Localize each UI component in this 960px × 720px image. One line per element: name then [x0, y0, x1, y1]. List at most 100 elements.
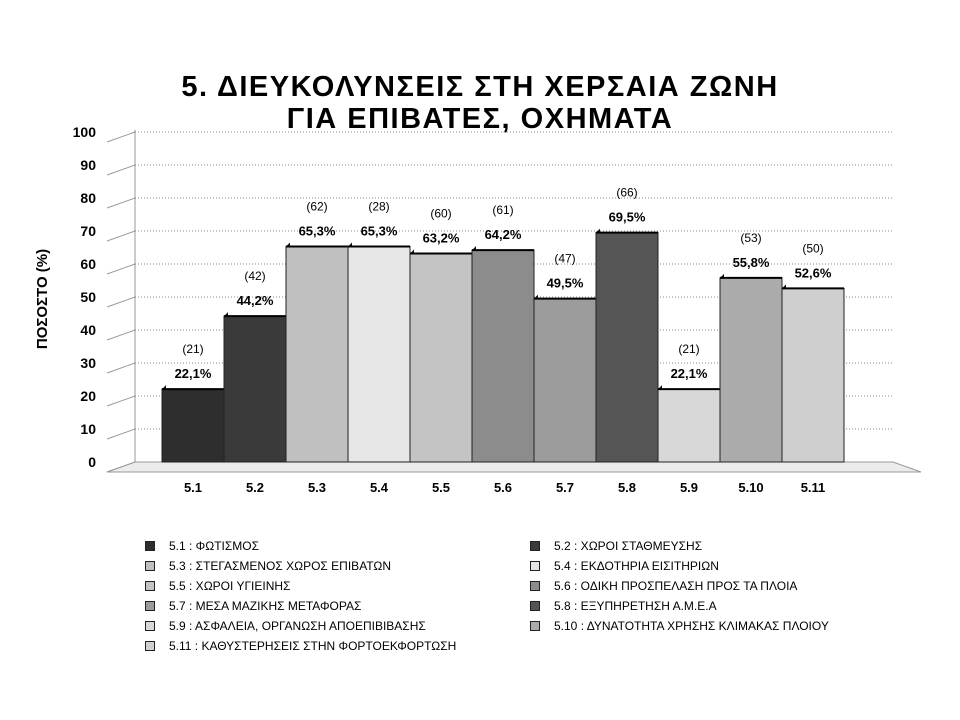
legend-label: 5.4 : ΕΚΔΟΤΗΡΙΑ ΕΙΣΙΤΗΡΙΩΝ	[554, 559, 719, 573]
count-label: (21)	[182, 342, 203, 356]
legend-item: 5.1 : ΦΩΤΙΣΜΟΣ	[145, 539, 259, 553]
gridline-side	[106, 329, 136, 341]
bar	[409, 252, 473, 463]
legend-item: 5.4 : ΕΚΔΟΤΗΡΙΑ ΕΙΣΙΤΗΡΙΩΝ	[530, 559, 719, 573]
y-tick-label: 90	[80, 157, 96, 173]
bar	[471, 249, 535, 463]
gridline-side	[106, 263, 136, 275]
legend-item: 5.2 : ΧΩΡΟΙ ΣΤΑΘΜΕΥΣΗΣ	[530, 539, 702, 553]
legend-swatch	[145, 541, 155, 551]
x-tick-label: 5.1	[184, 480, 202, 495]
legend-label: 5.11 : ΚΑΘΥΣΤΕΡΗΣΕΙΣ ΣΤΗΝ ΦΟΡΤΟΕΚΦΟΡΤΩΣΗ	[169, 639, 457, 653]
count-label: (53)	[740, 231, 761, 245]
legend-item: 5.11 : ΚΑΘΥΣΤΕΡΗΣΕΙΣ ΣΤΗΝ ΦΟΡΤΟΕΚΦΟΡΤΩΣΗ	[145, 639, 456, 653]
gridline-side	[106, 197, 136, 209]
y-tick-label: 30	[80, 355, 96, 371]
chart-title-line-2: ΓΙΑ ΕΠΙΒΑΤΕΣ, ΟΧΗΜΑΤΑ	[287, 103, 673, 135]
count-label: (50)	[802, 241, 823, 255]
bar	[285, 246, 349, 463]
legend-label: 5.6 : ΟΔΙΚΗ ΠΡΟΣΠΕΛΑΣΗ ΠΡΟΣ ΤΑ ΠΛΟΙΑ	[554, 579, 798, 593]
legend-label: 5.3 : ΣΤΕΓΑΣΜΕΝΟΣ ΧΩΡΟΣ ΕΠΙΒΑΤΩΝ	[169, 559, 392, 573]
gridline-side	[106, 461, 136, 473]
value-label: 44,2%	[237, 293, 274, 308]
floor-plane	[106, 461, 922, 473]
y-tick-label: 70	[80, 223, 96, 239]
legend-swatch	[530, 581, 540, 591]
legend-swatch	[530, 541, 540, 551]
y-tick-label: 60	[80, 256, 96, 272]
count-label: (47)	[554, 252, 575, 266]
gridline-side	[106, 395, 136, 407]
bar	[719, 277, 783, 463]
bar	[781, 287, 845, 463]
legend-item: 5.10 : ΔΥΝΑΤΟΤΗΤΑ ΧΡΗΣΗΣ ΚΛΙΜΑΚΑΣ ΠΛΟΙΟΥ	[530, 619, 829, 633]
y-tick-label: 20	[80, 388, 96, 404]
legend-item: 5.7 : ΜΕΣΑ ΜΑΖΙΚΗΣ ΜΕΤΑΦΟΡΑΣ	[145, 599, 361, 613]
value-label: 49,5%	[547, 276, 584, 291]
value-label: 65,3%	[299, 224, 336, 239]
legend-item: 5.5 : ΧΩΡΟΙ ΥΓΙΕΙΝΗΣ	[145, 579, 290, 593]
legend-label: 5.9 : ΑΣΦΑΛΕΙΑ, ΟΡΓΑΝΩΣΗ ΑΠΟΕΠΙΒΙΒΑΣΗΣ	[169, 619, 426, 633]
legend-swatch	[530, 621, 540, 631]
gridline-side	[106, 362, 136, 374]
value-label: 64,2%	[485, 227, 522, 242]
x-tick-label: 5.9	[680, 480, 698, 495]
y-tick-label: 50	[80, 289, 96, 305]
y-tick-label: 100	[73, 124, 97, 140]
value-label: 65,3%	[361, 224, 398, 239]
legend-item: 5.9 : ΑΣΦΑΛΕΙΑ, ΟΡΓΑΝΩΣΗ ΑΠΟΕΠΙΒΙΒΑΣΗΣ	[145, 619, 426, 633]
count-label: (21)	[678, 342, 699, 356]
legend-item: 5.8 : ΕΞΥΠΗΡΕΤΗΣΗ Α.Μ.Ε.Α	[530, 599, 717, 613]
legend-label: 5.10 : ΔΥΝΑΤΟΤΗΤΑ ΧΡΗΣΗΣ ΚΛΙΜΑΚΑΣ ΠΛΟΙΟΥ	[554, 619, 829, 633]
legend-swatch	[530, 601, 540, 611]
x-tick-label: 5.7	[556, 480, 574, 495]
x-tick-label: 5.6	[494, 480, 512, 495]
bar	[347, 246, 411, 463]
count-label: (62)	[306, 200, 327, 214]
value-label: 63,2%	[423, 230, 460, 245]
labels-layer: 0 10 20 30 40 50 60 70 80 90 100 22,1% (21) 5.1 44,2% (…	[73, 124, 832, 495]
x-tick-label: 5.11	[801, 480, 826, 495]
value-label: 22,1%	[175, 366, 212, 381]
x-tick-label: 5.8	[618, 480, 636, 495]
legend-label: 5.7 : ΜΕΣΑ ΜΑΖΙΚΗΣ ΜΕΤΑΦΟΡΑΣ	[169, 599, 362, 613]
bar	[595, 232, 659, 463]
bars-layer	[161, 228, 845, 463]
legend-swatch	[145, 641, 155, 651]
legend-label: 5.1 : ΦΩΤΙΣΜΟΣ	[169, 539, 260, 553]
legend-swatch	[145, 601, 155, 611]
x-tick-label: 5.3	[308, 480, 326, 495]
gridline-side	[106, 164, 136, 176]
legend-swatch	[145, 561, 155, 571]
legend-item: 5.3 : ΣΤΕΓΑΣΜΕΝΟΣ ΧΩΡΟΣ ΕΠΙΒΑΤΩΝ	[145, 559, 391, 573]
bar	[533, 298, 597, 463]
x-tick-label: 5.4	[370, 480, 389, 495]
count-label: (66)	[616, 186, 637, 200]
legend-label: 5.5 : ΧΩΡΟΙ ΥΓΙΕΙΝΗΣ	[169, 579, 291, 593]
y-tick-label: 10	[80, 421, 96, 437]
legend-label: 5.8 : ΕΞΥΠΗΡΕΤΗΣΗ Α.Μ.Ε.Α	[554, 599, 717, 613]
value-label: 52,6%	[795, 265, 832, 280]
legend-swatch	[145, 581, 155, 591]
bar	[223, 315, 287, 463]
bar	[657, 388, 721, 463]
gridline-side	[106, 131, 136, 143]
y-tick-label: 40	[80, 322, 96, 338]
y-tick-label: 80	[80, 190, 96, 206]
gridline-side	[106, 230, 136, 242]
legend-label: 5.2 : ΧΩΡΟΙ ΣΤΑΘΜΕΥΣΗΣ	[554, 539, 703, 553]
count-label: (61)	[492, 203, 513, 217]
gridline-side	[106, 296, 136, 308]
value-label: 55,8%	[733, 255, 770, 270]
x-tick-label: 5.10	[738, 480, 763, 495]
value-label: 22,1%	[671, 366, 708, 381]
count-label: (42)	[244, 269, 265, 283]
gridline-side	[106, 428, 136, 440]
bar	[161, 388, 225, 463]
y-tick-label: 0	[88, 454, 96, 470]
y-axis-label: ΠΟΣΟΣΤΟ (%)	[34, 249, 51, 349]
chart-title-line-1: 5. ΔΙΕΥΚΟΛΥΝΣΕΙΣ ΣΤΗ ΧΕΡΣΑΙΑ ΖΩΝΗ	[181, 71, 778, 103]
legend-item: 5.6 : ΟΔΙΚΗ ΠΡΟΣΠΕΛΑΣΗ ΠΡΟΣ ΤΑ ΠΛΟΙΑ	[530, 579, 797, 593]
value-label: 69,5%	[609, 210, 646, 225]
